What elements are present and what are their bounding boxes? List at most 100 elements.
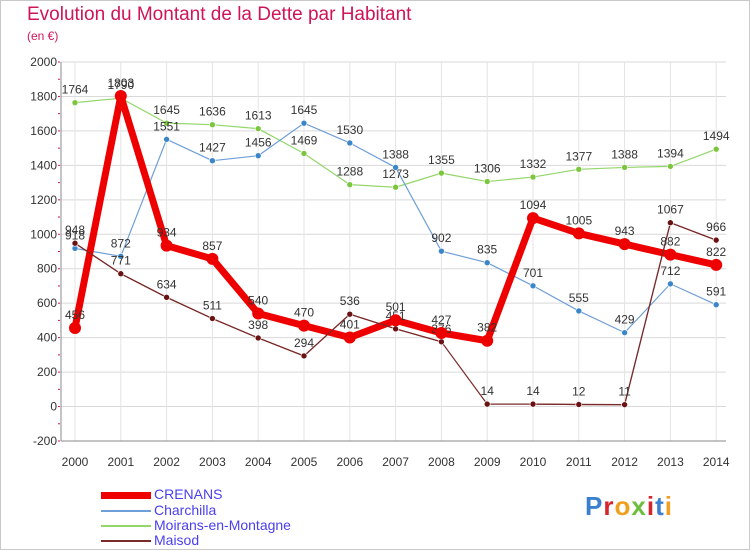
data-point-crenans — [527, 212, 539, 225]
data-label-crenans: 501 — [386, 300, 406, 314]
data-point-charchilla — [209, 157, 216, 165]
data-label-crenans: 943 — [615, 224, 635, 238]
data-point-crenans — [206, 252, 219, 265]
data-label-maisod: 771 — [111, 254, 131, 268]
data-point-moirans-en-montagne — [254, 125, 262, 132]
data-label-maisod: 398 — [248, 318, 268, 332]
x-tick-label: 2012 — [611, 455, 638, 469]
data-point-moirans-en-montagne — [163, 119, 170, 127]
data-label-crenans: 401 — [340, 317, 360, 331]
data-label-maisod: 294 — [294, 336, 314, 350]
data-label-crenans: 822 — [706, 245, 726, 259]
data-label-maisod: 536 — [340, 294, 360, 308]
data-point-maisod — [254, 334, 262, 342]
data-label-moirans-en-montagne: 1790 — [107, 78, 134, 92]
legend-label-crenans: CRENANS — [154, 486, 223, 502]
data-label-maisod: 948 — [65, 223, 85, 237]
data-point-charchilla — [163, 136, 170, 143]
x-tick-label: 2009 — [474, 455, 501, 469]
data-label-charchilla: 555 — [569, 291, 589, 305]
x-tick-label: 2010 — [520, 455, 547, 469]
data-point-maisod — [529, 400, 537, 408]
data-point-maisod — [71, 239, 79, 247]
data-label-maisod: 14 — [481, 384, 495, 398]
data-label-charchilla: 835 — [477, 243, 497, 257]
data-point-moirans-en-montagne — [300, 150, 308, 157]
data-label-maisod: 966 — [706, 220, 726, 234]
data-label-crenans: 1094 — [520, 198, 547, 212]
data-point-moirans-en-montagne — [209, 121, 216, 129]
data-point-maisod — [163, 294, 170, 301]
legend-label-charchilla: Charchilla — [154, 502, 217, 518]
data-label-maisod: 1067 — [657, 203, 684, 217]
x-tick-label: 2008 — [428, 455, 455, 469]
data-point-maisod — [300, 352, 308, 360]
data-point-maisod — [621, 401, 628, 408]
data-label-moirans-en-montagne: 1764 — [62, 83, 89, 97]
legend-swatch-maisod — [101, 540, 151, 542]
y-tick-label: 0 — [50, 400, 57, 414]
data-point-maisod — [575, 401, 583, 408]
y-tick-label: 1000 — [30, 227, 57, 241]
y-tick-label: 400 — [37, 331, 57, 345]
data-label-moirans-en-montagne: 1469 — [291, 133, 318, 147]
data-label-crenans: 1005 — [565, 213, 592, 227]
y-tick-label: 1200 — [30, 193, 57, 207]
logo-letter: o — [614, 491, 632, 521]
data-point-moirans-en-montagne — [712, 145, 720, 153]
data-label-charchilla: 1456 — [245, 136, 272, 150]
x-tick-label: 2001 — [107, 455, 134, 469]
x-tick-label: 2006 — [336, 455, 363, 469]
data-label-maisod: 511 — [203, 299, 222, 313]
data-label-moirans-en-montagne: 1636 — [199, 105, 226, 119]
data-label-charchilla: 1551 — [153, 119, 180, 133]
data-label-charchilla: 1427 — [199, 141, 226, 155]
data-label-crenans: 427 — [431, 313, 451, 327]
data-point-moirans-en-montagne — [392, 183, 399, 191]
data-point-crenans — [343, 331, 356, 344]
data-label-charchilla: 872 — [111, 236, 131, 250]
proxiti-logo: Proxiti — [585, 491, 673, 522]
data-label-maisod: 11 — [618, 385, 631, 399]
data-label-moirans-en-montagne: 1306 — [474, 162, 501, 176]
data-point-crenans — [69, 321, 81, 334]
y-tick-label: 600 — [37, 296, 57, 310]
data-point-charchilla — [712, 301, 720, 309]
legend-swatch-crenans — [101, 492, 151, 499]
data-point-charchilla — [621, 329, 628, 336]
data-label-moirans-en-montagne: 1613 — [245, 109, 272, 123]
x-tick-label: 2002 — [153, 455, 180, 469]
y-tick-label: 200 — [37, 365, 57, 379]
data-label-charchilla: 591 — [706, 285, 726, 299]
data-point-maisod — [117, 270, 125, 278]
x-tick-label: 2014 — [703, 455, 730, 469]
data-label-crenans: 382 — [477, 321, 497, 335]
data-point-charchilla — [346, 139, 354, 147]
data-label-moirans-en-montagne: 1394 — [657, 146, 684, 160]
x-tick-label: 2005 — [291, 455, 318, 469]
data-point-moirans-en-montagne — [667, 163, 674, 170]
data-point-charchilla — [117, 253, 125, 260]
data-label-moirans-en-montagne: 1273 — [382, 167, 409, 181]
data-label-charchilla: 1530 — [336, 123, 363, 137]
data-label-moirans-en-montagne: 1494 — [703, 129, 730, 143]
y-tick-label: 2000 — [30, 55, 57, 69]
data-label-maisod: 12 — [572, 384, 586, 398]
data-point-crenans — [252, 307, 265, 320]
data-point-crenans — [710, 258, 723, 271]
data-label-charchilla: 712 — [660, 264, 680, 278]
legend-swatch-moirans — [101, 525, 151, 527]
data-point-charchilla — [254, 152, 262, 160]
data-point-moirans-en-montagne — [346, 181, 354, 188]
data-label-moirans-en-montagne: 1388 — [611, 147, 638, 161]
data-point-crenans — [389, 314, 402, 327]
data-point-moirans-en-montagne — [621, 164, 628, 171]
legend-label-maisod: Maisod — [154, 532, 200, 548]
data-label-moirans-en-montagne: 1645 — [153, 103, 180, 117]
data-label-charchilla: 1388 — [382, 147, 409, 161]
data-point-moirans-en-montagne — [529, 173, 537, 181]
y-tick-label: 1400 — [30, 158, 57, 172]
data-point-moirans-en-montagne — [483, 178, 491, 185]
